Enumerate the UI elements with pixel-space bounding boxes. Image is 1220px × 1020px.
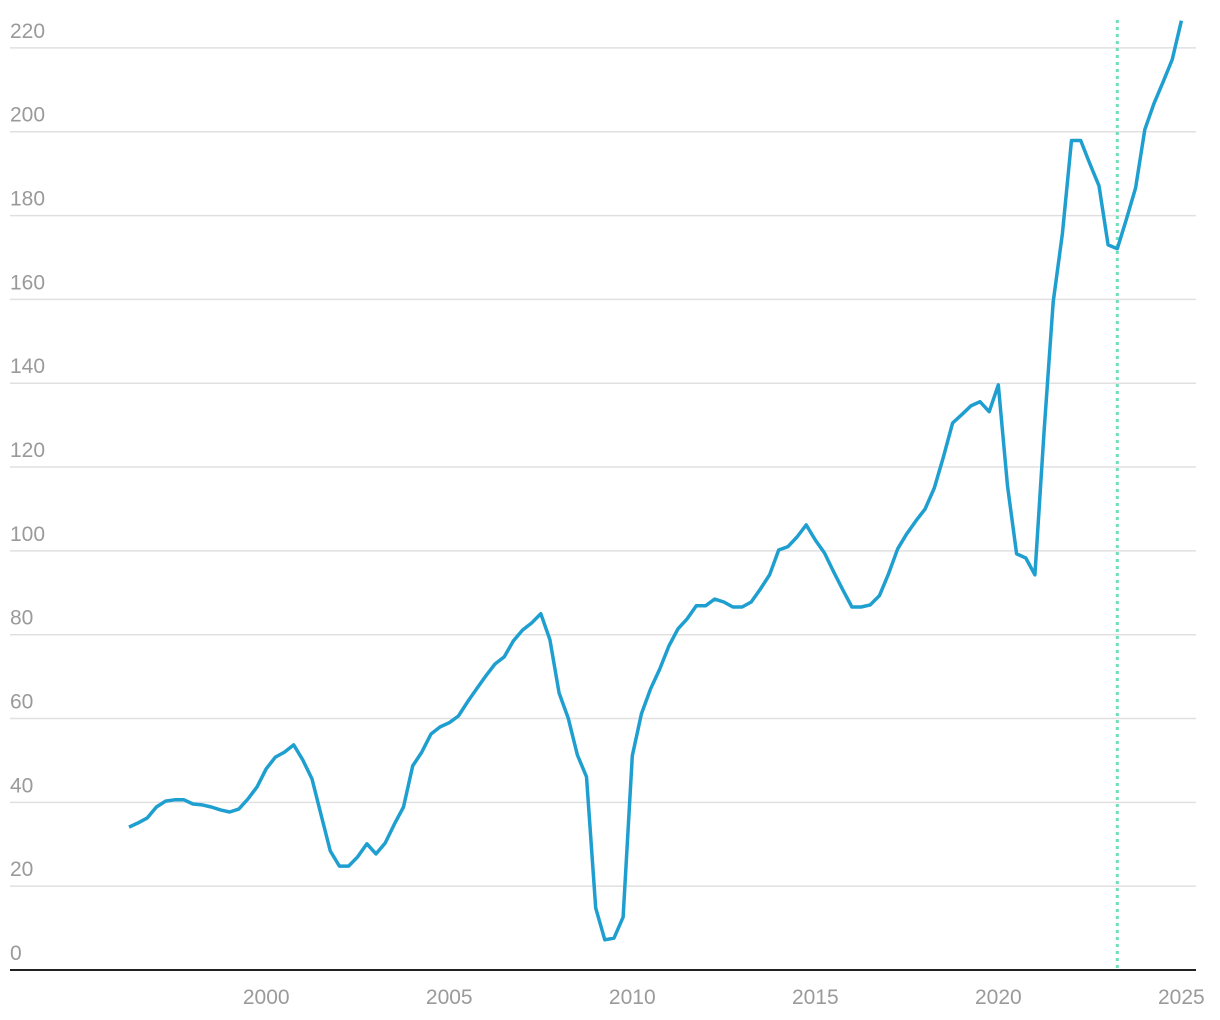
y-tick-label: 140 bbox=[10, 355, 45, 378]
y-tick-label: 160 bbox=[10, 271, 45, 294]
y-tick-label: 120 bbox=[10, 439, 45, 462]
x-tick-label: 2015 bbox=[792, 986, 839, 1009]
y-tick-label: 80 bbox=[10, 607, 33, 630]
data-line bbox=[128, 20, 1184, 942]
x-tick-label: 2005 bbox=[426, 986, 473, 1009]
x-tick-label: 2010 bbox=[609, 986, 656, 1009]
y-tick-label: 200 bbox=[10, 104, 45, 127]
y-tick-label: 220 bbox=[10, 20, 45, 43]
y-tick-label: 100 bbox=[10, 523, 45, 546]
y-tick-label: 0 bbox=[10, 942, 22, 965]
y-tick-label: 180 bbox=[10, 188, 45, 211]
x-tick-label: 2020 bbox=[975, 986, 1022, 1009]
x-tick-label: 2000 bbox=[243, 986, 290, 1009]
y-tick-label: 60 bbox=[10, 691, 33, 714]
y-tick-label: 40 bbox=[10, 774, 33, 797]
y-tick-label: 20 bbox=[10, 858, 33, 881]
x-tick-label: 2025 bbox=[1158, 986, 1205, 1009]
